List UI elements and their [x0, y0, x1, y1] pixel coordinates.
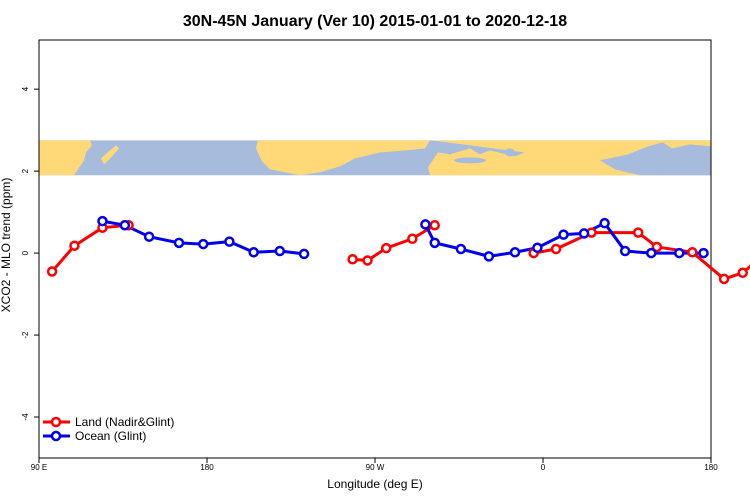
series-line-0	[352, 223, 436, 262]
data-point-1	[173, 237, 185, 249]
series-line-0	[50, 223, 129, 273]
legend-marker	[50, 430, 62, 442]
data-point-1	[198, 238, 209, 250]
data-point-1	[483, 251, 495, 262]
x-axis-label: Longitude (deg E)	[327, 477, 422, 491]
data-point-1	[578, 228, 590, 239]
y-axis-label: XCO2 - MLO trend (ppm)	[0, 178, 13, 313]
legend: Land (Nadir&Glint)Ocean (Glint)	[43, 415, 174, 443]
data-point-0	[46, 266, 58, 277]
data-point-1	[224, 236, 235, 247]
data-point-1	[274, 245, 286, 257]
x-tick-label: 0	[541, 463, 546, 472]
data-point-0	[347, 253, 358, 265]
map-land-1	[101, 145, 119, 165]
data-point-1	[674, 247, 685, 259]
data-point-1	[119, 219, 131, 231]
map-land-0	[39, 140, 92, 176]
plot-frame	[38, 39, 712, 459]
y-tick-label: -4	[21, 413, 30, 421]
data-point-1	[698, 247, 709, 259]
data-point-0	[737, 267, 748, 279]
map-mediterranean	[454, 157, 486, 164]
legend-marker	[50, 416, 62, 428]
data-point-0	[718, 273, 730, 285]
world-map-strip	[39, 140, 711, 176]
data-point-0	[380, 242, 392, 254]
y-tick-label: 2	[21, 168, 30, 173]
axes: 90 E 180 90 W 0 180 -4 -2 0 2 4	[21, 39, 718, 472]
data-point-1	[599, 217, 610, 229]
y-tick-label: 0	[21, 250, 30, 255]
x-tick-label: 180	[200, 463, 214, 472]
data-point-0	[362, 255, 373, 266]
data-point-1	[509, 247, 521, 258]
y-tick-label: -2	[21, 331, 30, 339]
data-point-0	[632, 227, 644, 238]
data-point-1	[646, 247, 657, 259]
legend-label: Land (Nadir&Glint)	[75, 415, 174, 429]
data-point-1	[420, 219, 431, 230]
data-point-0	[429, 219, 440, 231]
map-ocean-pacific-east	[600, 140, 711, 176]
map-caspian	[505, 148, 515, 157]
y-tick-label: 4	[21, 86, 30, 91]
data-point-0	[407, 233, 418, 245]
chart-title: 30N-45N January (Ver 10) 2015-01-01 to 2…	[183, 13, 567, 30]
data-point-0	[651, 241, 663, 253]
data-point-1	[558, 229, 569, 240]
x-tick-label: 180	[704, 463, 718, 472]
series-layer	[46, 215, 750, 285]
data-point-1	[143, 231, 155, 242]
x-tick-label: 90 W	[366, 463, 385, 472]
x-tick-label: 90 E	[31, 463, 47, 472]
data-point-1	[248, 247, 259, 258]
data-point-1	[532, 242, 543, 254]
map-land-kamchatka	[660, 140, 711, 149]
data-point-0	[550, 243, 562, 255]
data-point-1	[429, 237, 440, 249]
legend-label: Ocean (Glint)	[75, 429, 146, 443]
map-land-2	[256, 140, 430, 176]
data-point-1	[455, 243, 467, 255]
data-point-0	[687, 247, 698, 258]
data-point-1	[619, 245, 631, 257]
data-point-1	[97, 215, 108, 227]
data-point-0	[69, 240, 80, 251]
data-point-1	[298, 248, 310, 260]
